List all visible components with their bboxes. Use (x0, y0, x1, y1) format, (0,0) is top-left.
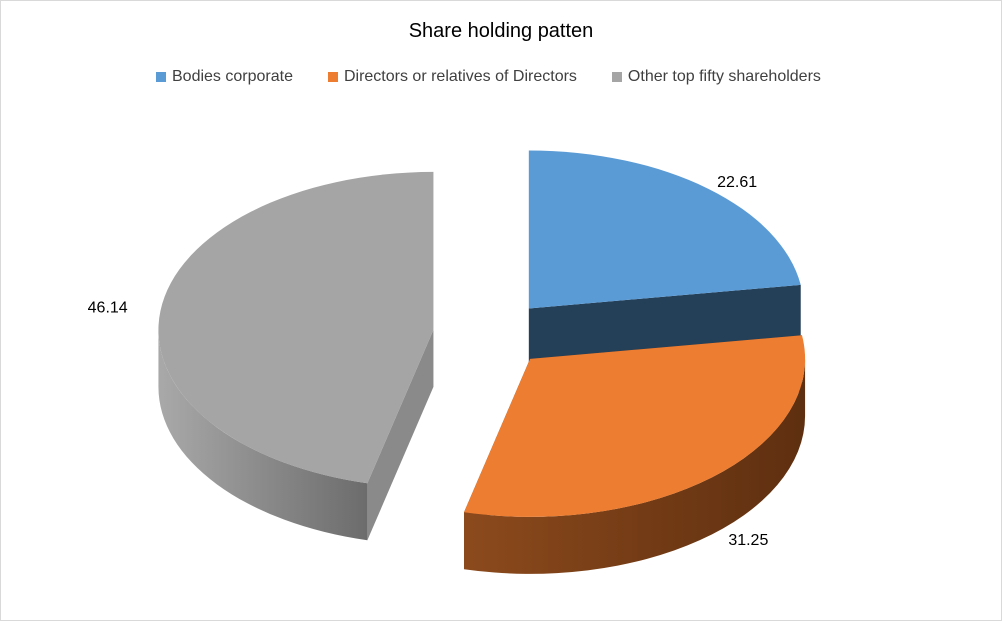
legend-label: Bodies corporate (172, 68, 293, 85)
data-label: 22.61 (717, 174, 757, 191)
legend-item-other-top-fifty: Other top fifty shareholders (611, 68, 821, 86)
slice-cut-face (367, 329, 434, 541)
data-label: 46.14 (88, 300, 128, 317)
slice-rim (464, 358, 806, 574)
pie-slice-2 (158, 171, 434, 484)
pie-slice-1 (464, 335, 806, 517)
legend-swatch (611, 72, 622, 82)
legend-label: Directors or relatives of Directors (343, 68, 577, 85)
legend-label: Other top fifty shareholders (627, 68, 821, 85)
legend: Bodies corporate Directors or relatives … (156, 68, 821, 86)
slice-rim (158, 329, 368, 541)
chart-title: Share holding patten (408, 20, 594, 42)
legend-item-bodies-corporate: Bodies corporate (156, 68, 293, 86)
legend-item-directors: Directors or relatives of Directors (327, 68, 577, 86)
legend-swatch (327, 72, 338, 82)
data-label: 31.25 (728, 532, 768, 549)
pie-slice-0 (528, 150, 801, 309)
legend-swatch (156, 72, 166, 82)
